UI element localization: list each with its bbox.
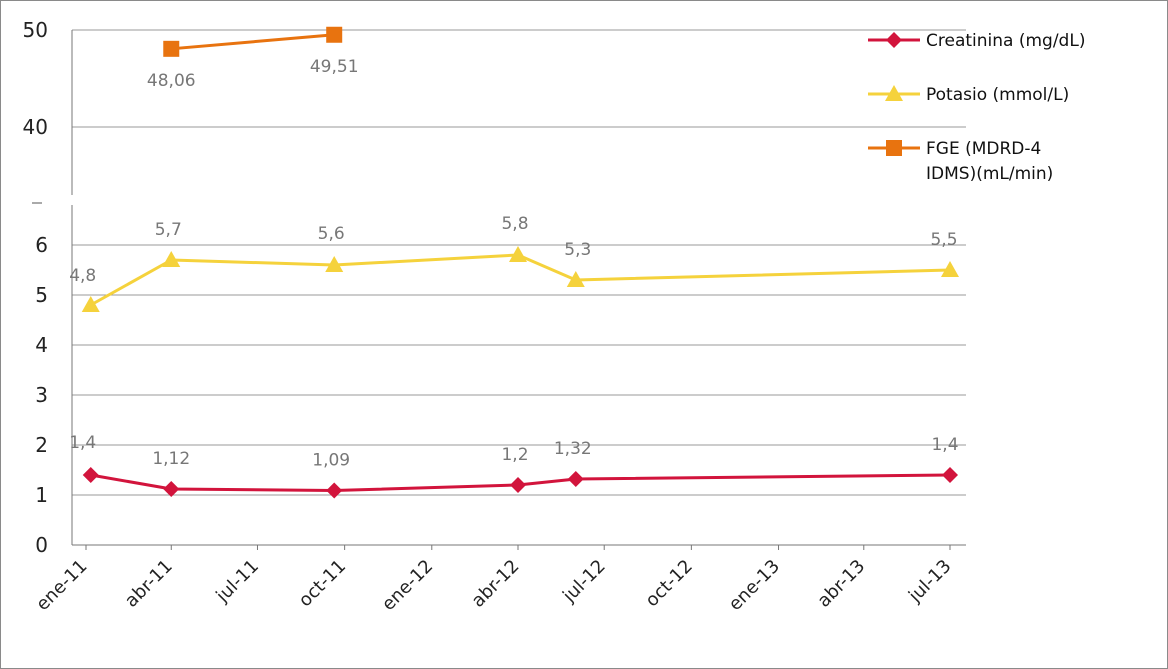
data-point <box>941 261 959 277</box>
x-tick-label: jul-12 <box>558 556 609 607</box>
data-label: 5,7 <box>155 220 182 240</box>
gridlines <box>72 29 966 496</box>
data-label: 5,5 <box>930 230 957 250</box>
data-label: 1,32 <box>554 439 592 459</box>
data-label: 4,8 <box>69 266 96 286</box>
legend-item: FGE (MDRD-4 IDMS)(mL/min) <box>868 139 1053 184</box>
data-point <box>886 32 902 48</box>
x-tick-label: jul-13 <box>904 556 955 607</box>
x-tick-label: oct-12 <box>641 556 696 611</box>
data-point <box>566 271 585 287</box>
x-tick-label: abr-11 <box>121 556 177 612</box>
data-point <box>163 40 180 57</box>
data-point <box>163 481 180 497</box>
x-tick-label: ene-11 <box>32 556 91 615</box>
data-labels: 1,4 1,12 1,09 1,2 1,32 1,4 4,8 5,7 5,6 5,8 5,3 5,5 4… <box>69 57 958 471</box>
series <box>81 26 959 499</box>
axes: 0 1 2 3 4 5 6 40 50 ene-11 abr-11 jul-11 oct-11 ene-1… <box>23 18 966 615</box>
data-point <box>886 140 902 156</box>
x-tick-label: abr-12 <box>468 556 524 612</box>
x-tick-label: abr-13 <box>813 556 869 612</box>
series-fge <box>163 26 343 57</box>
y-tick-label: 50 <box>23 18 48 42</box>
x-tick-label: oct-11 <box>295 556 350 611</box>
data-point <box>510 477 526 493</box>
data-label: 1,4 <box>69 433 96 453</box>
data-label: 1,12 <box>152 449 190 469</box>
legend-item: Potasio (mmol/L) <box>868 85 1069 105</box>
x-tick-label: jul-11 <box>212 556 263 607</box>
data-label: 5,3 <box>564 240 591 260</box>
data-label: 5,6 <box>318 224 345 244</box>
data-label: 48,06 <box>147 71 196 91</box>
legend: Creatinina (mg/dL) Potasio (mmol/L) FGE (M… <box>868 31 1085 184</box>
data-point <box>82 467 99 483</box>
y-tick-label: 40 <box>23 115 48 139</box>
y-tick-label: 4 <box>35 333 48 357</box>
data-point <box>567 471 584 487</box>
data-point <box>942 467 958 483</box>
data-point <box>326 26 343 43</box>
series-potasio <box>81 246 959 312</box>
data-point <box>325 256 344 272</box>
data-label: 1,4 <box>931 435 958 455</box>
x-tick-label: ene-12 <box>378 556 437 615</box>
data-point <box>81 296 100 312</box>
y-tick-label: 0 <box>35 533 48 557</box>
series-line <box>90 253 951 307</box>
data-label: 49,51 <box>310 57 359 77</box>
y-tick-label: 3 <box>35 383 48 407</box>
data-label: 5,8 <box>501 214 528 234</box>
legend-label: Potasio (mmol/L) <box>926 85 1069 105</box>
y-tick-label: 2 <box>35 433 48 457</box>
data-label: 1,09 <box>312 451 350 471</box>
x-tick-label: ene-13 <box>725 556 784 615</box>
legend-label: FGE (MDRD-4 <box>926 139 1041 159</box>
y-tick-label: 6 <box>35 233 48 257</box>
series-creatinina <box>82 467 958 499</box>
data-label: 1,2 <box>501 445 528 465</box>
legend-item: Creatinina (mg/dL) <box>868 31 1085 51</box>
data-point <box>885 85 903 101</box>
data-point <box>509 246 527 262</box>
series-line <box>171 33 335 51</box>
legend-label: Creatinina (mg/dL) <box>926 31 1085 51</box>
legend-label: IDMS)(mL/min) <box>926 164 1053 184</box>
y-tick-label: 1 <box>35 483 48 507</box>
series-line <box>90 473 951 492</box>
data-point <box>162 251 181 267</box>
y-tick-label: 5 <box>35 283 48 307</box>
data-point <box>326 482 343 499</box>
